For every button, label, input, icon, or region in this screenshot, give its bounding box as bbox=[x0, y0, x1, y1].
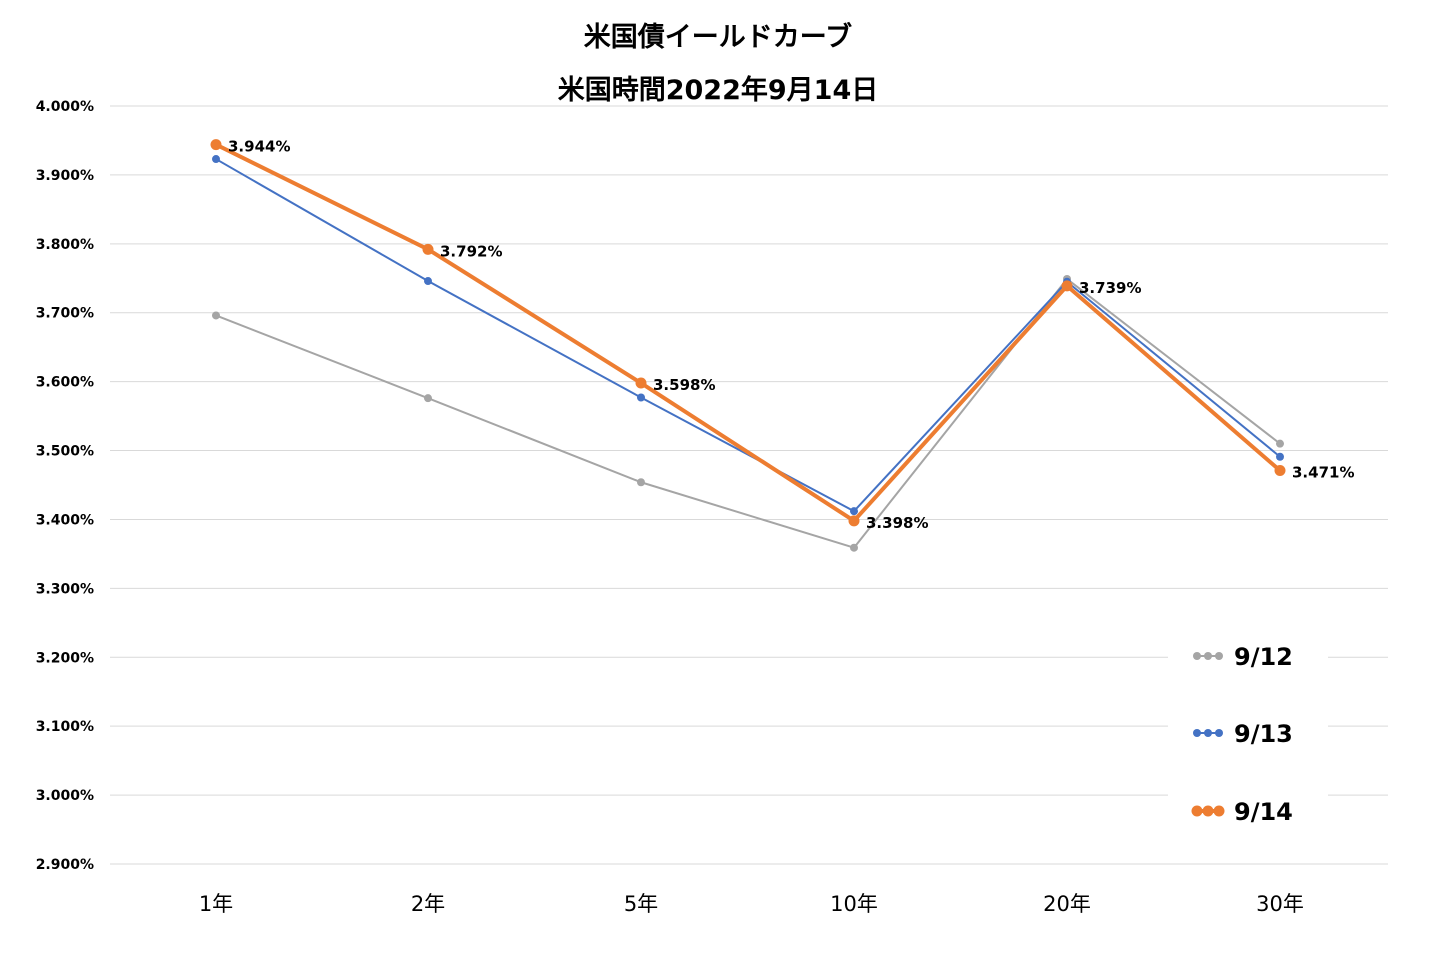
legend-marker bbox=[1215, 652, 1223, 660]
series-line bbox=[215, 277, 1281, 549]
legend-label: 9/14 bbox=[1234, 798, 1293, 826]
y-tick-label: 3.800% bbox=[36, 237, 94, 253]
y-tick-label: 3.000% bbox=[36, 788, 94, 804]
y-tick-label: 3.900% bbox=[36, 168, 94, 184]
x-tick-label: 1年 bbox=[199, 892, 233, 916]
series-lines bbox=[210, 139, 1286, 552]
legend-marker bbox=[1202, 805, 1214, 817]
data-point bbox=[637, 478, 645, 487]
y-tick-label: 3.700% bbox=[36, 306, 94, 322]
series-line bbox=[215, 142, 1282, 523]
chart-subtitle: 米国時間2022年9月14日 bbox=[558, 74, 879, 106]
x-tick-label: 10年 bbox=[830, 892, 878, 916]
x-tick-label: 30年 bbox=[1256, 892, 1304, 916]
chart-title: 米国債イールドカーブ bbox=[584, 21, 852, 53]
data-point bbox=[1274, 465, 1286, 477]
y-tick-label: 2.900% bbox=[36, 857, 94, 873]
data-point bbox=[424, 277, 432, 286]
y-tick-label: 4.000% bbox=[36, 99, 94, 115]
y-tick-label: 3.200% bbox=[36, 650, 94, 666]
data-label: 3.792% bbox=[440, 242, 502, 260]
data-point bbox=[1276, 439, 1284, 448]
legend: 9/12 9/13 9/14 bbox=[1168, 628, 1328, 838]
data-labels: 3.944% 3.792% 3.598% 3.398% 3.739% 3.471% bbox=[228, 138, 1354, 532]
data-point bbox=[1061, 280, 1073, 292]
legend-marker bbox=[1191, 805, 1203, 817]
legend-item: 9/12 bbox=[1193, 643, 1293, 671]
x-tick-label: 20年 bbox=[1043, 892, 1091, 916]
legend-marker bbox=[1215, 729, 1223, 737]
legend-marker bbox=[1193, 729, 1201, 737]
data-label: 3.471% bbox=[1292, 464, 1354, 482]
data-label: 3.598% bbox=[653, 376, 715, 394]
y-tick-label: 3.600% bbox=[36, 375, 94, 391]
x-tick-label: 2年 bbox=[411, 892, 445, 916]
y-tick-label: 3.100% bbox=[36, 719, 94, 735]
legend-label: 9/13 bbox=[1234, 720, 1293, 748]
y-tick-label: 3.500% bbox=[36, 444, 94, 460]
legend-item: 9/14 bbox=[1191, 798, 1293, 826]
legend-label: 9/12 bbox=[1234, 643, 1293, 671]
y-axis-ticks: 4.000% 3.900% 3.800% 3.700% 3.600% 3.500% 3.40… bbox=[36, 99, 94, 873]
legend-marker bbox=[1204, 652, 1212, 660]
legend-marker bbox=[1193, 652, 1201, 660]
data-point bbox=[848, 515, 860, 527]
data-point bbox=[637, 393, 645, 402]
data-label: 3.739% bbox=[1079, 279, 1141, 297]
data-point bbox=[212, 155, 220, 164]
x-axis-ticks: 1年 2年 5年 10年 20年 30年 bbox=[199, 892, 1304, 916]
series-3 bbox=[210, 139, 1286, 527]
x-tick-label: 5年 bbox=[624, 892, 658, 916]
data-label: 3.398% bbox=[866, 514, 928, 532]
data-point bbox=[212, 311, 220, 320]
data-point bbox=[850, 507, 858, 516]
legend-marker bbox=[1213, 805, 1225, 817]
legend-item: 9/13 bbox=[1193, 720, 1293, 748]
series-1 bbox=[212, 274, 1284, 552]
data-point bbox=[850, 543, 858, 552]
y-tick-label: 3.300% bbox=[36, 581, 94, 597]
data-point bbox=[422, 243, 434, 255]
data-point bbox=[1276, 452, 1284, 461]
series-line bbox=[215, 158, 1281, 513]
data-point bbox=[424, 394, 432, 403]
y-tick-label: 3.400% bbox=[36, 512, 94, 528]
data-label: 3.944% bbox=[228, 138, 290, 156]
data-point bbox=[635, 377, 647, 389]
legend-marker bbox=[1204, 729, 1212, 737]
data-point bbox=[210, 139, 222, 151]
